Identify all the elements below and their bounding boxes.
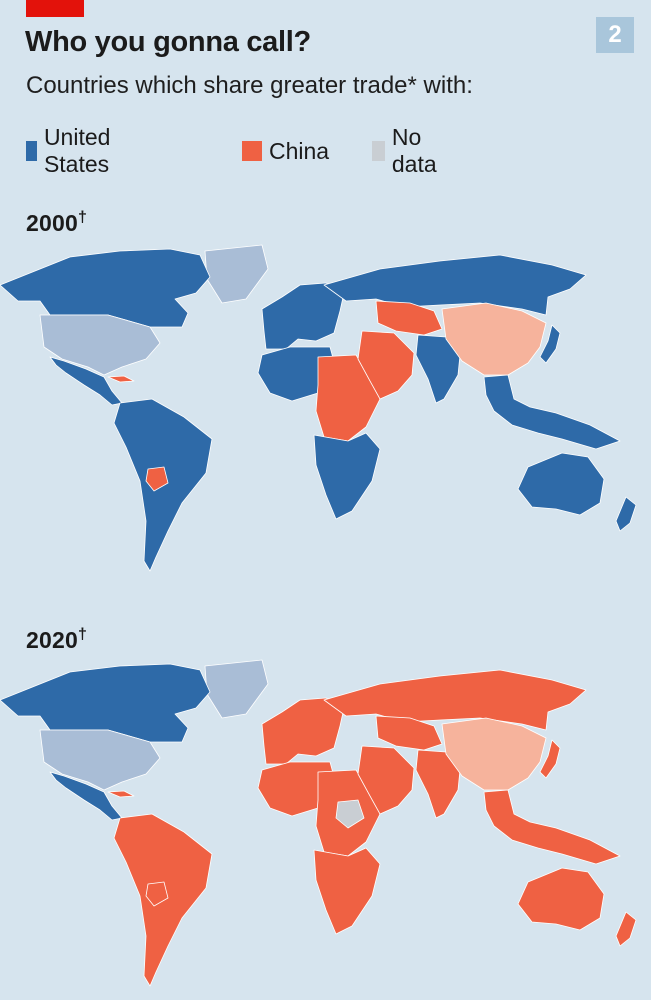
chart-subtitle: Countries which share greater trade* wit… — [26, 72, 473, 99]
region-middle-east — [357, 330, 415, 400]
brand-tab — [26, 0, 84, 17]
region-central-america — [49, 356, 123, 406]
region-africa-south — [313, 432, 381, 520]
region-middle-east — [357, 745, 415, 815]
region-southeast-asia — [483, 789, 621, 865]
world-map-2020 — [0, 650, 651, 995]
region-australia — [517, 452, 605, 516]
region-australia — [517, 867, 605, 931]
region-central-asia — [375, 715, 443, 751]
map-svg-2020 — [0, 659, 637, 987]
region-africa-south — [313, 847, 381, 935]
legend-swatch-china — [242, 141, 262, 161]
region-paraguay — [145, 881, 169, 907]
year-label-2020: 2020† — [26, 626, 88, 653]
year-label-2000: 2000† — [26, 209, 88, 236]
region-japan — [539, 324, 561, 364]
region-north-america — [0, 248, 211, 328]
legend-item-united-states: United States — [26, 124, 119, 177]
chart-title: Who you gonna call? — [25, 26, 311, 58]
region-central-asia — [375, 300, 443, 336]
map-svg-2000 — [0, 244, 637, 572]
region-russia — [323, 254, 587, 316]
legend-swatch-no-data — [372, 141, 385, 161]
legend-label-united-states: United States — [43, 124, 111, 177]
region-paraguay — [145, 466, 169, 492]
chart-number-badge: 2 — [596, 17, 634, 53]
region-greenland — [204, 244, 269, 304]
region-china — [441, 717, 547, 791]
region-europe — [261, 282, 345, 350]
region-new-zealand — [615, 496, 637, 532]
legend-swatch-united-states — [26, 141, 37, 161]
world-map-2000 — [0, 235, 651, 580]
legend-label-china: China — [269, 137, 330, 164]
legend-label-no-data: No data — [391, 124, 437, 177]
region-russia — [323, 669, 587, 731]
region-cuba — [107, 375, 135, 383]
legend-item-no-data: No data — [372, 124, 444, 177]
region-china — [441, 302, 547, 376]
region-new-zealand — [615, 911, 637, 947]
region-cuba — [107, 790, 135, 798]
legend-item-china: China — [242, 135, 329, 167]
region-japan — [539, 739, 561, 779]
region-united-states — [39, 314, 161, 376]
region-greenland — [204, 659, 269, 719]
region-southeast-asia — [483, 374, 621, 450]
region-central-america — [49, 771, 123, 821]
region-north-america — [0, 663, 211, 743]
region-united-states — [39, 729, 161, 791]
region-europe — [261, 697, 345, 765]
region-sudan — [335, 799, 365, 829]
